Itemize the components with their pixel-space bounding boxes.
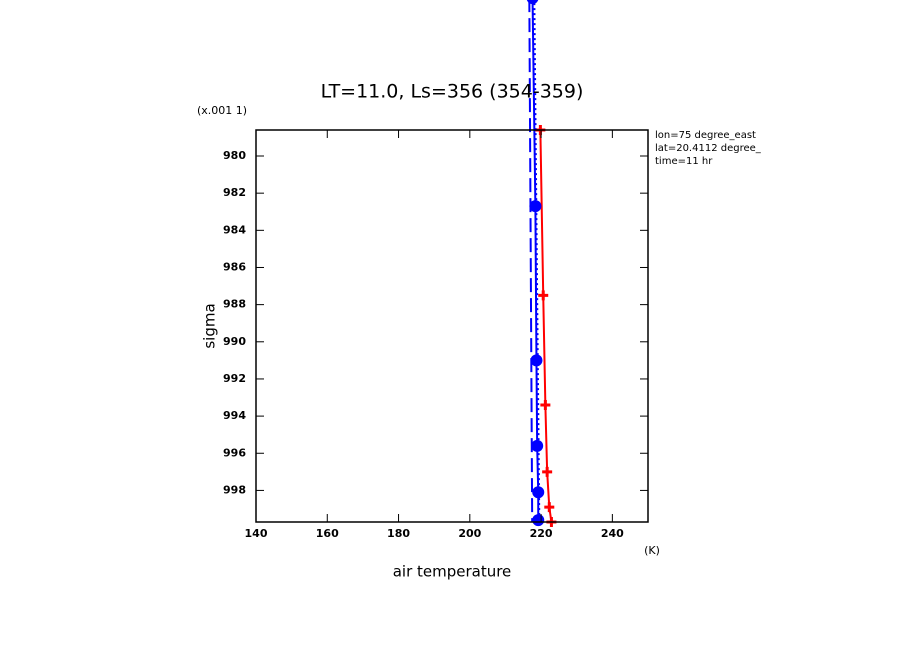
marker	[532, 514, 545, 527]
marker	[532, 486, 545, 499]
y-scale-label: (x.001 1)	[197, 104, 247, 117]
y-tick-label: 988	[223, 298, 246, 311]
marker	[529, 200, 542, 213]
y-tick-label: 986	[223, 260, 246, 273]
marker	[530, 354, 543, 367]
series-line	[528, 0, 534, 523]
chart-title: LT=11.0, Ls=356 (354-359)	[321, 81, 584, 103]
marker	[542, 466, 553, 477]
y-tick-label: 996	[223, 446, 246, 459]
x-tick-label: 200	[458, 527, 481, 540]
series-line	[539, 129, 553, 523]
y-tick-label: 992	[223, 372, 246, 385]
marker	[538, 290, 549, 301]
plot-area	[526, 0, 557, 527]
x-tick-label: 140	[245, 527, 268, 540]
marker	[531, 439, 544, 452]
marker	[540, 399, 551, 410]
x-tick-label: 180	[387, 527, 410, 540]
axes-frame	[255, 129, 649, 523]
y-tick-label: 994	[223, 409, 246, 422]
y-axis-label: sigma	[201, 303, 219, 348]
x-tick-label: 220	[530, 527, 553, 540]
annotation: lon=75 degree_east	[655, 130, 756, 141]
series-line	[533, 0, 541, 523]
y-tick-label: 990	[223, 335, 246, 348]
y-tick-label: 998	[223, 483, 246, 496]
y-tick-label: 982	[223, 186, 246, 199]
y-tick-label: 980	[223, 149, 246, 162]
x-unit: (K)	[644, 544, 660, 557]
x-axis-label: air temperature	[393, 563, 512, 581]
y-tick-label: 984	[223, 223, 246, 236]
x-tick-label: 240	[601, 527, 624, 540]
annotation: time=11 hr	[655, 156, 713, 167]
x-tick-label: 160	[316, 527, 339, 540]
marker	[544, 502, 555, 513]
marker	[526, 0, 539, 5]
annotation: lat=20.4112 degree_	[655, 143, 762, 154]
